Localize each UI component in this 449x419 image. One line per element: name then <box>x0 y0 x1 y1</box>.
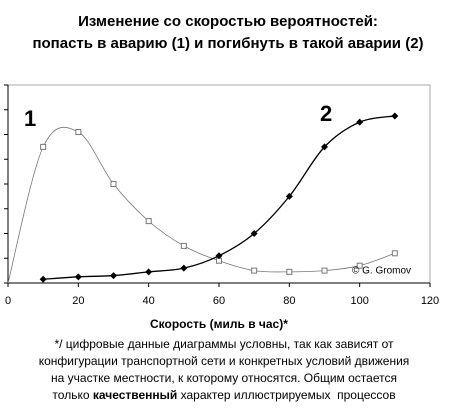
marker <box>391 250 398 257</box>
marker <box>285 192 293 200</box>
note-line: только качественный характер иллюстрируе… <box>52 388 395 402</box>
series-label: 2 <box>320 101 332 126</box>
marker <box>145 268 153 276</box>
x-tick-label: 100 <box>350 295 368 307</box>
note-line: конфигурации транспортной сети и конкрет… <box>39 354 410 368</box>
marker <box>321 143 328 151</box>
marker <box>180 264 188 272</box>
marker <box>215 252 223 260</box>
x-tick-label: 80 <box>283 295 295 307</box>
marker <box>39 275 47 283</box>
x-axis-label: Скорость (миль в час)* <box>150 317 288 331</box>
chart-title: Изменение со скоростью вероятностей: <box>78 13 378 30</box>
marker <box>250 230 258 237</box>
x-tick-label: 60 <box>213 295 225 307</box>
x-tick-label: 20 <box>72 295 84 307</box>
marker <box>356 262 363 269</box>
note-part: характер иллюстрируемых процессов <box>177 388 395 402</box>
series-line <box>7 126 395 284</box>
x-tick-label: 0 <box>5 295 11 307</box>
marker <box>40 143 47 150</box>
note-line: */ цифровые данные диаграммы условны, та… <box>54 337 394 351</box>
copyright: © G. Gromov <box>352 266 411 277</box>
marker <box>180 242 187 249</box>
x-tick-label: 120 <box>421 295 439 307</box>
marker <box>356 118 364 126</box>
note-line: на участке местности, к которому относят… <box>51 371 397 385</box>
marker <box>251 267 258 274</box>
note-part: только <box>52 388 92 402</box>
marker <box>110 272 117 280</box>
note-bold: качественный <box>93 388 177 402</box>
marker <box>145 218 152 225</box>
marker <box>321 267 328 274</box>
marker <box>286 268 293 275</box>
x-tick-label: 40 <box>143 295 155 307</box>
marker <box>110 181 117 187</box>
chart-subtitle: попасть в аварию (1) и погибнуть в такой… <box>32 35 423 52</box>
marker <box>391 112 399 120</box>
marker <box>75 129 82 136</box>
series-label: 1 <box>24 106 36 131</box>
marker <box>74 273 82 281</box>
